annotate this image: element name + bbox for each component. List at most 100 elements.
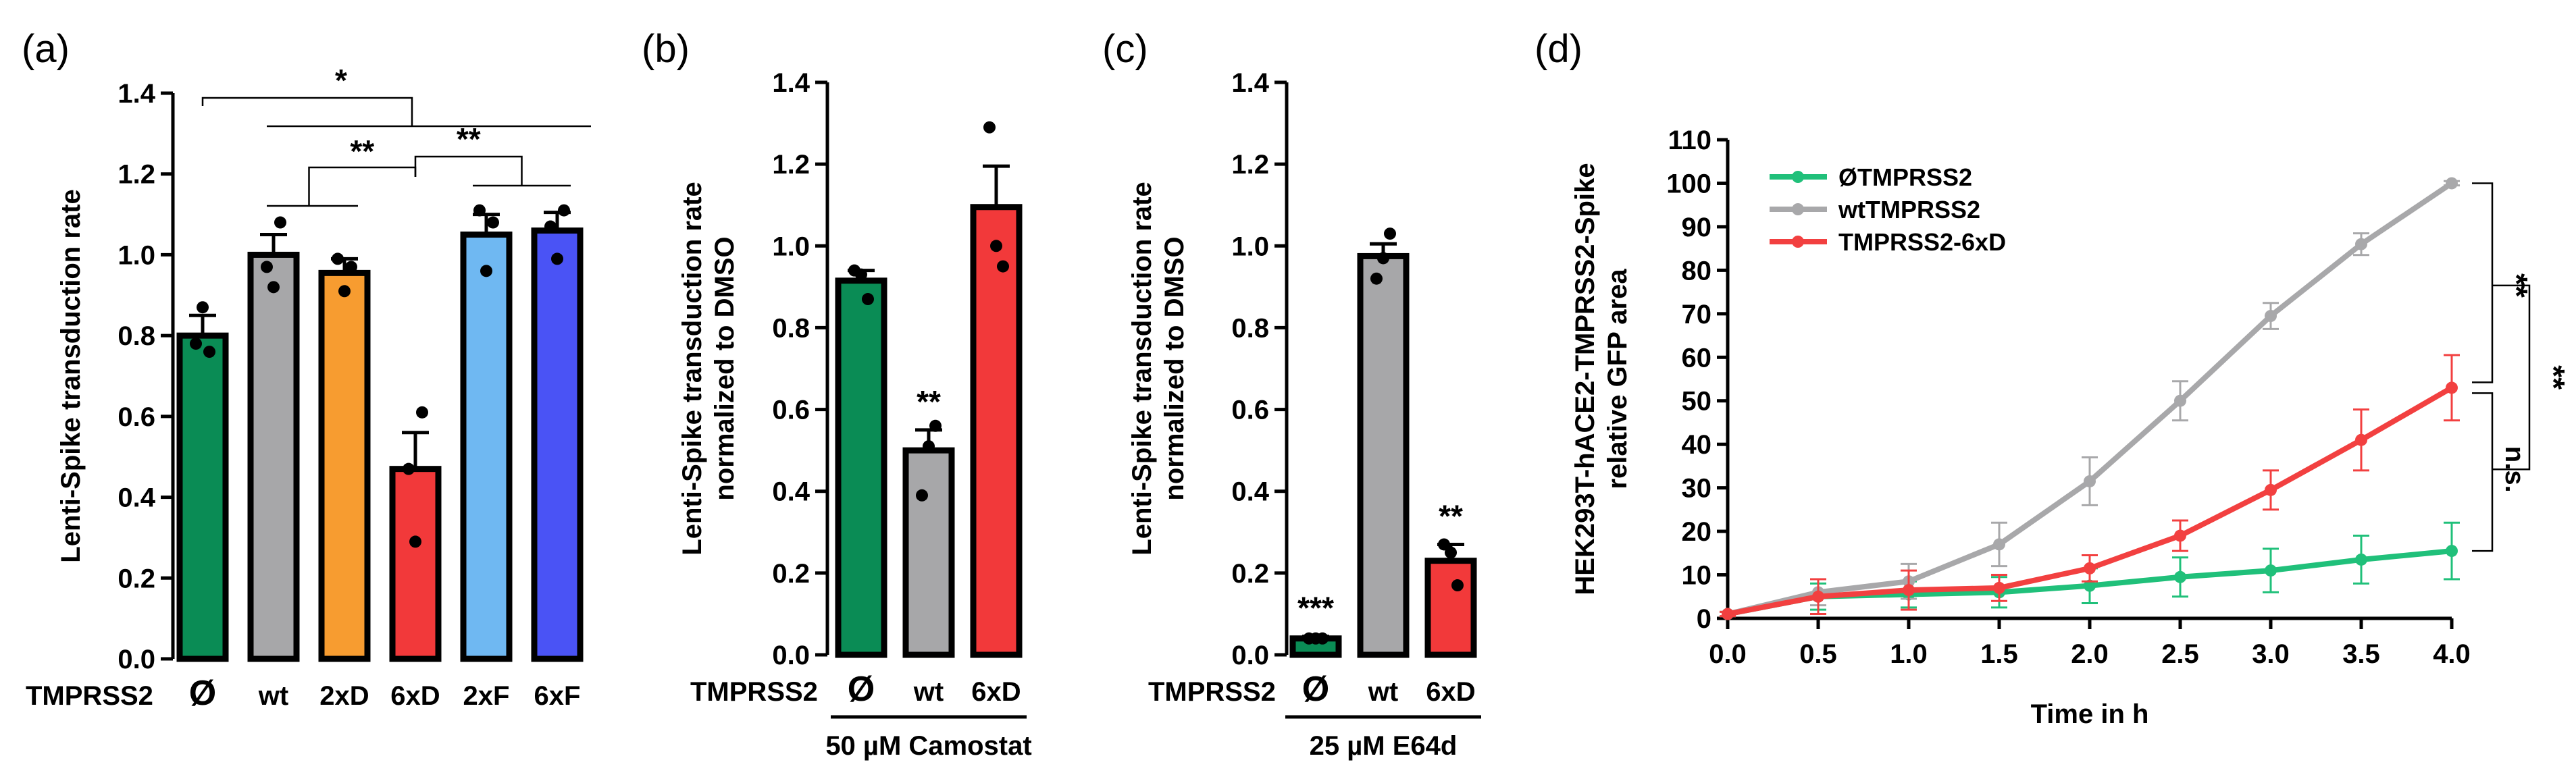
y-tick-label: 0.0 (772, 641, 810, 670)
y-axis-title-line: normalized to DMSO (1160, 236, 1189, 500)
data-point (558, 204, 570, 217)
data-point (990, 240, 1002, 252)
series-point (2174, 394, 2186, 407)
x-tick-label: 3.0 (2252, 639, 2290, 669)
series-point (2265, 310, 2277, 323)
y-axis-title: Lenti-Spike transduction rate normalized … (677, 182, 740, 555)
y-tick-label: 0.2 (1231, 559, 1269, 589)
y-axis-title: HEK293T-hACE2-TMPRSS2-Spike relative GFP … (1570, 163, 1632, 595)
series-point (1722, 608, 1734, 620)
y-tick-label: 1.0 (1231, 232, 1269, 261)
y-tick-label: 1.2 (1231, 150, 1269, 180)
significance-label: ** (2536, 365, 2571, 390)
data-point (473, 204, 486, 217)
row-label: TMPRSS2 (26, 681, 153, 711)
series-point (2355, 433, 2367, 446)
data-point (332, 252, 344, 265)
y-axis-title: Lenti-Spike transduction rate normalized … (1127, 182, 1189, 555)
y-tick-label: 20 (1682, 517, 1712, 547)
y-tick-label: 90 (1682, 213, 1712, 242)
treatment-label: 50 µM Camostat (825, 731, 1031, 761)
bar (176, 332, 229, 662)
y-tick-label: 1.0 (772, 232, 810, 261)
y-tick-label: 0.4 (1231, 477, 1269, 507)
series-point (1993, 538, 2005, 551)
data-point (274, 216, 286, 229)
y-tick-label: 0.8 (118, 321, 155, 351)
category-label: Ø (1302, 670, 1329, 709)
significance-label: ** (1439, 498, 1463, 533)
y-tick-label: 0.8 (1231, 313, 1269, 343)
series-point (2174, 529, 2186, 542)
y-axis-title-line: HEK293T-hACE2-TMPRSS2-Spike (1570, 163, 1600, 595)
significance-bracket (201, 97, 413, 126)
data-point (487, 216, 499, 229)
series-point (2084, 579, 2096, 592)
x-tick-label: 3.5 (2342, 639, 2380, 669)
y-tick-label: 40 (1682, 430, 1712, 460)
data-point (862, 293, 874, 306)
y-tick-label: 0.6 (772, 396, 810, 425)
y-axis-title: Lenti-Spike transduction rate (56, 189, 86, 562)
bar (318, 269, 371, 662)
y-tick-label: 110 (1668, 126, 1711, 155)
category-label: Ø (848, 670, 875, 709)
data-point (1438, 538, 1450, 551)
y-axis-title-line: Lenti-Spike transduction rate (677, 182, 707, 555)
data-point (261, 261, 273, 273)
data-point (1445, 546, 1457, 559)
panel-label-d: (d) (1535, 27, 1582, 71)
data-point (416, 406, 428, 419)
bar (970, 204, 1023, 658)
category-label: 6xD (1426, 677, 1475, 707)
panel-label-c: (c) (1102, 27, 1148, 71)
data-point (1451, 579, 1464, 592)
series-point (2355, 553, 2367, 566)
significance-label: ** (457, 122, 481, 157)
treatment-label: 25 µM E64d (1310, 731, 1458, 761)
data-point (1384, 227, 1396, 240)
data-point (203, 346, 215, 358)
significance-bracket (308, 166, 417, 206)
data-point (403, 462, 415, 475)
x-tick-label: 1.0 (1890, 639, 1928, 669)
legend-label: wtTMPRSS2 (1838, 196, 1980, 223)
panel-label-b: (b) (642, 27, 690, 71)
y-tick-label: 0.8 (772, 313, 810, 343)
category-label: 6xD (971, 677, 1021, 707)
legend-label: TMPRSS2-6xD (1838, 228, 2006, 256)
y-tick-label: 10 (1682, 561, 1712, 591)
data-point (267, 281, 280, 294)
series-point (1812, 590, 1824, 603)
data-point (997, 260, 1009, 273)
legend-swatch-point (1792, 171, 1804, 183)
x-tick-label: 0.5 (1799, 639, 1837, 669)
significance-label: * (335, 63, 347, 98)
significance-bracket (414, 155, 523, 186)
data-point (923, 440, 935, 453)
y-tick-label: 0.2 (118, 564, 155, 593)
row-label: TMPRSS2 (690, 677, 818, 707)
chart-c: 0.0 0.2 0.4 0.6 0.8 1.0 1.2 1.4 Lenti-Spike tran… (1127, 68, 1481, 761)
y-tick-label: 1.4 (772, 68, 810, 98)
significance-label: *** (1297, 591, 1334, 626)
y-tick-label: 1.4 (1231, 68, 1269, 98)
significance-bracket (2472, 392, 2494, 552)
y-tick-label: 0 (1697, 604, 1711, 634)
y-tick-label: 0.4 (772, 477, 810, 507)
significance-label: ** (917, 384, 941, 419)
y-tick-label: 0.6 (1231, 396, 1269, 425)
series-point (2355, 238, 2367, 250)
category-label: 6xF (534, 681, 581, 711)
row-label: TMPRSS2 (1148, 677, 1276, 707)
category-label: Ø (189, 674, 216, 713)
data-point (855, 268, 867, 281)
data-point (480, 265, 492, 277)
y-axis-title-line: normalized to DMSO (710, 236, 740, 500)
category-label: wt (258, 681, 288, 711)
data-point (551, 252, 563, 265)
data-point (338, 285, 351, 298)
significance-label: n.s. (2500, 446, 2529, 493)
bar (1357, 252, 1410, 658)
